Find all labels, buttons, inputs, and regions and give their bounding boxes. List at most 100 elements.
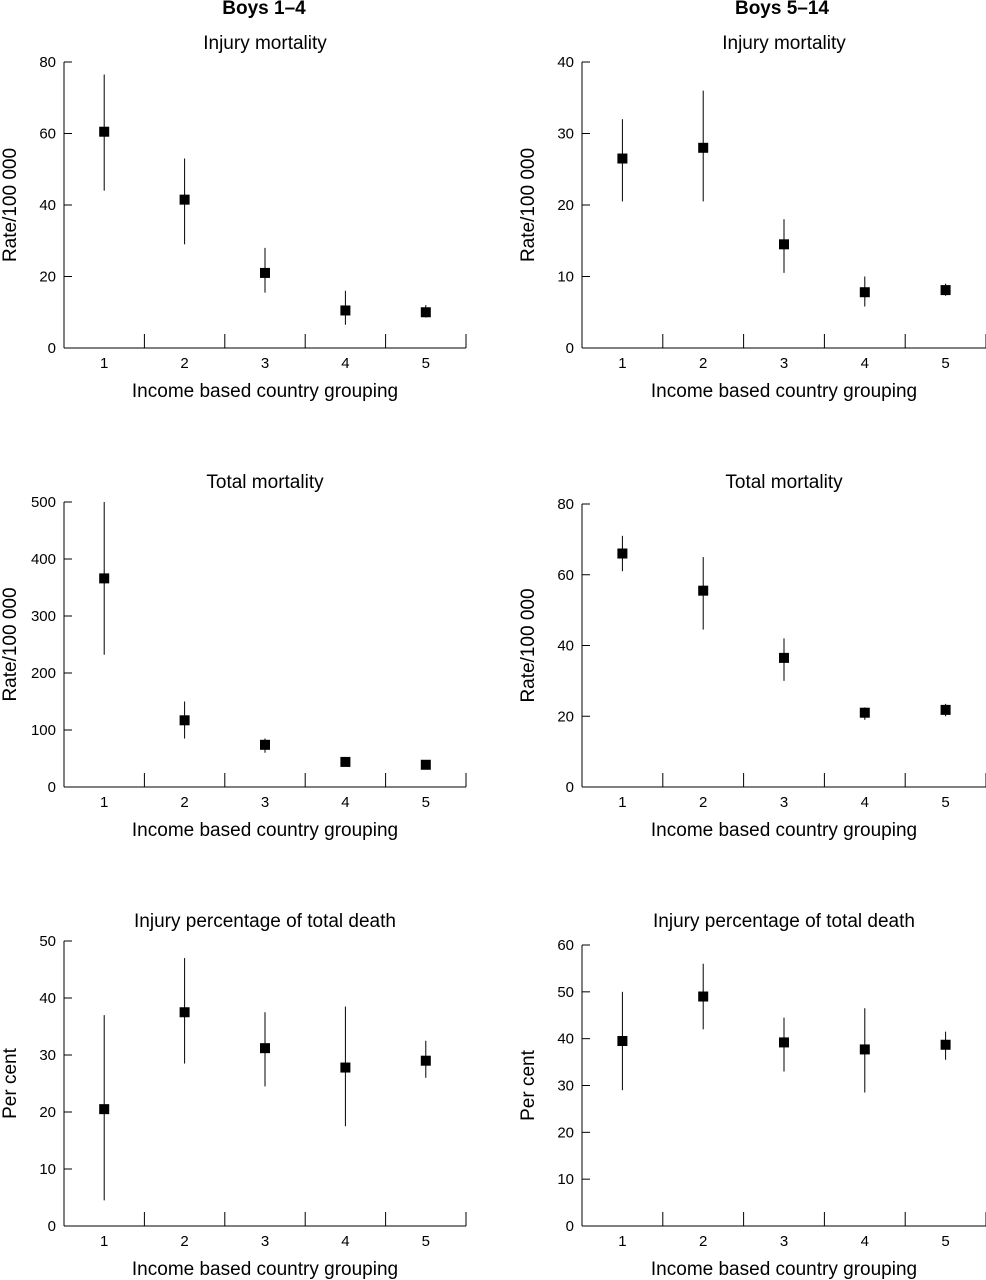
y-tick-label: 100 <box>31 722 56 739</box>
x-tick-label: 2 <box>699 1233 707 1250</box>
x-tick-label: 4 <box>341 1233 349 1250</box>
x-tick-label: 3 <box>780 355 788 372</box>
data-point <box>260 1043 270 1054</box>
chart-panel-6: Injury percentage of total death 0 10 20 30 4… <box>518 911 986 1280</box>
y-tick-label: 50 <box>39 933 56 950</box>
x-tick-label: 4 <box>861 794 869 811</box>
y-tick-label: 30 <box>557 126 574 143</box>
data-point <box>617 1036 628 1047</box>
y-tick-label: 10 <box>557 1171 574 1188</box>
y-tick-label: 60 <box>39 126 56 143</box>
x-axis-label: Income based country grouping <box>651 820 917 841</box>
y-tick-label: 200 <box>31 665 56 682</box>
y-axis-label: Rate/100 000 <box>0 148 21 262</box>
y-tick-label: 500 <box>31 494 56 511</box>
y-axis-label: Rate/100 000 <box>518 148 539 262</box>
data-point <box>99 573 110 584</box>
x-tick-label: 1 <box>100 794 108 811</box>
data-point <box>698 142 709 153</box>
y-tick-label: 20 <box>557 197 574 214</box>
x-tick-label: 4 <box>861 1233 869 1250</box>
y-tick-label: 10 <box>557 269 574 286</box>
data-point <box>420 307 431 318</box>
data-point <box>260 739 270 750</box>
x-tick-label: 5 <box>941 1233 949 1250</box>
data-point <box>420 1055 431 1066</box>
y-tick-label: 20 <box>39 269 56 286</box>
x-tick-label: 4 <box>341 355 349 372</box>
data-point <box>179 715 190 726</box>
x-tick-label: 2 <box>699 355 707 372</box>
chart-panel-1: Injury mortality 0 20 40 60 80 1 2 3 4 5 Income bas… <box>0 33 467 402</box>
column-header-left: Boys 1–4 <box>222 0 306 19</box>
chart-title: Injury mortality <box>722 33 846 54</box>
column-header-right: Boys 5–14 <box>735 0 829 19</box>
x-tick-label: 5 <box>422 1233 430 1250</box>
x-tick-label: 2 <box>180 794 188 811</box>
y-tick-label: 40 <box>39 990 56 1007</box>
chart-panel-3: Total mortality 0 100 200 300 400 500 1 2 3 4 5 Inco… <box>0 472 467 841</box>
x-tick-label: 1 <box>618 794 626 811</box>
x-tick-label: 2 <box>180 355 188 372</box>
y-tick-label: 30 <box>557 1078 574 1095</box>
x-axis-label: Income based country grouping <box>651 1259 917 1280</box>
y-axis-label: Per cent <box>518 1049 539 1120</box>
y-tick-label: 60 <box>557 937 574 954</box>
data-point <box>99 126 110 137</box>
x-axis-label: Income based country grouping <box>132 381 398 402</box>
y-tick-label: 0 <box>48 340 56 357</box>
y-tick-label: 80 <box>557 496 574 513</box>
x-tick-label: 3 <box>780 794 788 811</box>
x-tick-label: 2 <box>699 794 707 811</box>
data-point <box>940 1039 951 1050</box>
x-axis-label: Income based country grouping <box>132 820 398 841</box>
data-point <box>779 1037 789 1048</box>
chart-title: Injury mortality <box>203 33 327 54</box>
y-tick-label: 0 <box>48 779 56 796</box>
y-tick-label: 20 <box>557 708 574 725</box>
y-tick-label: 50 <box>557 984 574 1001</box>
y-tick-label: 300 <box>31 608 56 625</box>
y-tick-label: 40 <box>557 638 574 655</box>
data-point <box>179 1007 190 1018</box>
x-tick-label: 3 <box>780 1233 788 1250</box>
data-point <box>698 585 709 596</box>
data-point <box>420 759 431 770</box>
x-tick-label: 4 <box>341 794 349 811</box>
data-point <box>859 287 870 298</box>
chart-title: Injury percentage of total death <box>653 911 915 932</box>
y-tick-label: 40 <box>39 197 56 214</box>
data-point <box>779 239 789 250</box>
y-tick-label: 0 <box>48 1218 56 1235</box>
x-tick-label: 5 <box>422 355 430 372</box>
x-tick-label: 4 <box>861 355 869 372</box>
y-tick-label: 0 <box>566 1218 574 1235</box>
y-axis-label: Rate/100 000 <box>518 588 539 702</box>
y-tick-label: 0 <box>566 340 574 357</box>
x-tick-label: 3 <box>261 355 269 372</box>
data-point <box>940 704 951 715</box>
x-tick-label: 1 <box>100 355 108 372</box>
x-tick-label: 5 <box>422 794 430 811</box>
y-tick-label: 40 <box>557 54 574 71</box>
y-tick-label: 20 <box>39 1104 56 1121</box>
x-axis-label: Income based country grouping <box>651 381 917 402</box>
data-point <box>779 652 789 663</box>
x-tick-label: 3 <box>261 794 269 811</box>
y-axis-label: Rate/100 000 <box>0 587 21 701</box>
y-tick-label: 80 <box>39 54 56 71</box>
y-tick-label: 10 <box>39 1161 56 1178</box>
y-axis-label: Per cent <box>0 1047 21 1118</box>
x-tick-label: 5 <box>941 794 949 811</box>
x-tick-label: 1 <box>618 355 626 372</box>
x-tick-label: 5 <box>941 355 949 372</box>
chart-panel-4: Total mortality 0 20 40 60 80 1 2 3 4 5 Income base… <box>518 472 986 841</box>
chart-panel-2: Injury mortality 0 10 20 30 40 1 2 3 4 5 Income bas… <box>518 33 986 402</box>
y-tick-label: 30 <box>39 1047 56 1064</box>
y-tick-label: 60 <box>557 567 574 584</box>
data-point <box>179 194 190 205</box>
data-point <box>859 707 870 718</box>
chart-title: Injury percentage of total death <box>134 911 396 932</box>
x-tick-label: 2 <box>180 1233 188 1250</box>
x-tick-label: 1 <box>100 1233 108 1250</box>
